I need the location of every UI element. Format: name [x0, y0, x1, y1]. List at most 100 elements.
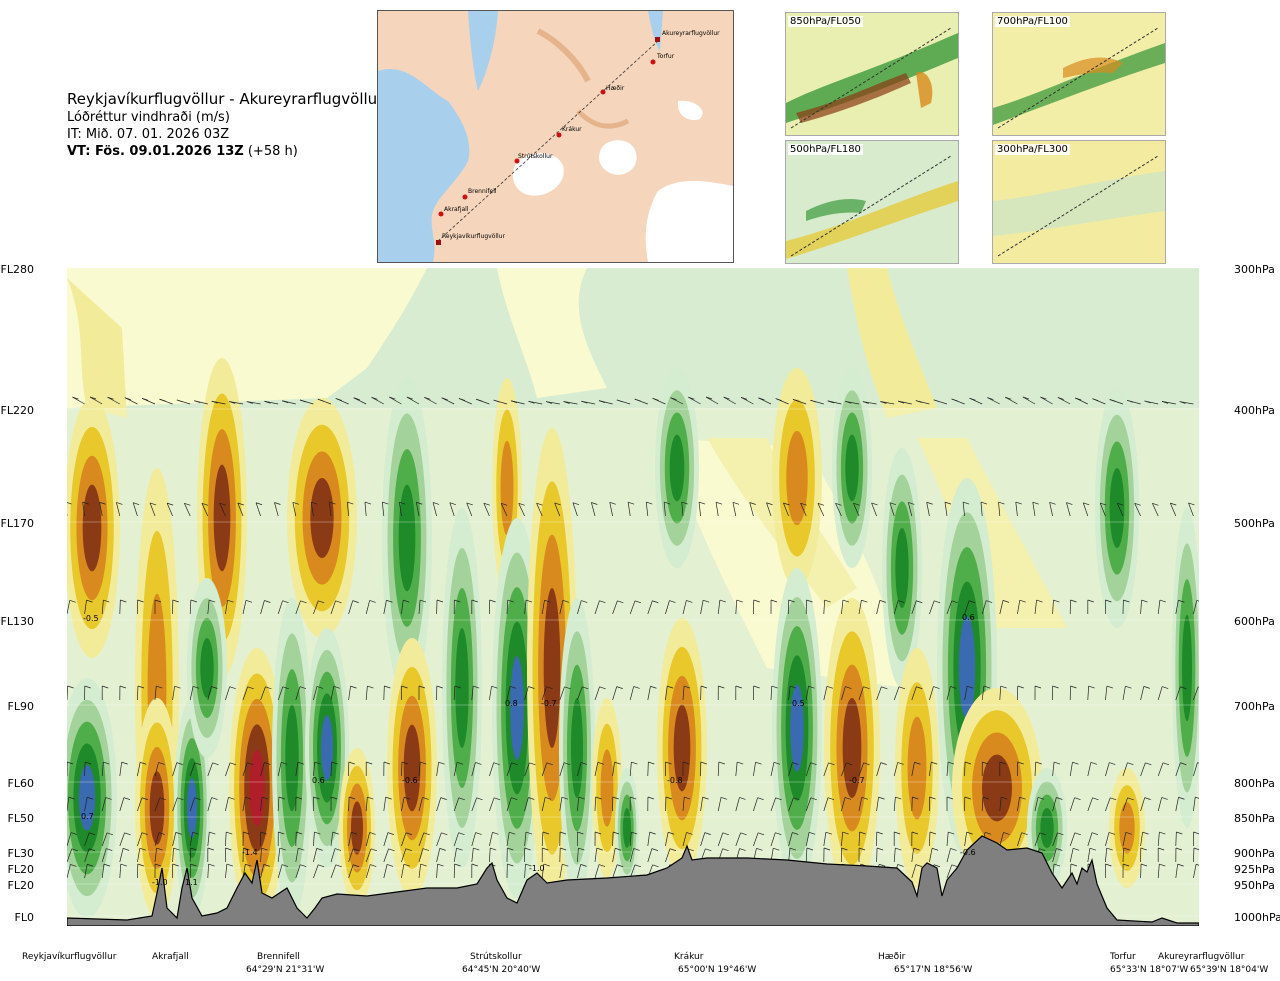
- wind-barb: [735, 797, 740, 812]
- wind-barb: [735, 832, 741, 847]
- wind-barb-feather: [735, 685, 742, 689]
- wind-barb: [500, 503, 508, 517]
- wind-barb-feather: [1105, 599, 1112, 603]
- wind-barb-feather: [669, 848, 677, 852]
- wind-barb-feather: [367, 685, 374, 689]
- wind-barb: [541, 797, 546, 812]
- wind-barb-feather: [194, 400, 201, 404]
- wind-barb: [189, 686, 194, 701]
- wind-barb: [1034, 600, 1037, 615]
- wind-barb: [1140, 832, 1143, 847]
- wind-barb-feather: [665, 761, 672, 765]
- wind-barb-feather: [1179, 401, 1186, 404]
- wind-barb: [225, 797, 229, 812]
- wind-barb-feather: [770, 599, 778, 603]
- wind-barb: [489, 832, 493, 847]
- wind-barb: [418, 797, 423, 812]
- wind-barb-feather: [420, 863, 427, 867]
- wind-barb: [788, 686, 791, 701]
- wind-barb-feather: [1188, 502, 1195, 506]
- wind-barb: [466, 502, 473, 517]
- wind-barb-feather: [208, 863, 215, 867]
- map-marker-torfur: [650, 59, 656, 65]
- wind-barb-feather: [704, 832, 711, 835]
- wind-barb-feather: [314, 761, 321, 765]
- wind-barb-feather: [172, 863, 179, 867]
- wind-barb-feather: [255, 502, 263, 506]
- wind-barb-feather: [120, 863, 127, 867]
- wind-barb-feather: [898, 600, 905, 603]
- wind-barb-feather: [510, 400, 518, 404]
- wind-barb-feather: [124, 397, 132, 401]
- wind-barb: [524, 832, 527, 847]
- wind-barb-feather: [228, 797, 235, 800]
- wind-barb: [907, 502, 913, 517]
- wind-barb-feather: [84, 761, 92, 765]
- wind-barb-feather: [929, 796, 936, 800]
- wind-barb-feather: [1070, 863, 1078, 867]
- wind-barb: [577, 864, 582, 879]
- wind-barb: [1069, 797, 1075, 812]
- wind-barb-feather: [595, 796, 602, 800]
- wind-barb-feather: [944, 501, 952, 505]
- vertical-velocity-field: [57, 268, 1202, 928]
- vv-cell-11: [398, 484, 416, 592]
- site-label-akrafjall: Akrafjall: [152, 952, 189, 962]
- wind-barb: [365, 686, 368, 701]
- vv-cell-28: [907, 716, 927, 820]
- wind-barb-feather: [243, 847, 250, 851]
- fl-label-fl280: FL280: [0, 263, 34, 276]
- wind-barb-feather: [71, 848, 78, 852]
- wind-barb-feather: [525, 831, 533, 835]
- wind-barb-feather: [1000, 685, 1007, 689]
- thumb-500hpa[interactable]: 500hPa/FL180: [785, 140, 959, 264]
- thumb-850hpa[interactable]: 850hPa/FL050: [785, 12, 959, 136]
- wind-barb: [536, 503, 543, 517]
- wind-barb-feather: [1057, 397, 1064, 400]
- value-label: 0.7: [81, 812, 94, 821]
- wind-barb: [101, 600, 104, 615]
- wind-barb-feather: [967, 685, 974, 689]
- thumb-300hpa[interactable]: 300hPa/FL300: [992, 140, 1166, 264]
- wind-barb-feather: [282, 600, 289, 604]
- wind-barb: [647, 686, 651, 701]
- wind-barb: [823, 600, 825, 615]
- wind-barb: [471, 848, 474, 863]
- wind-barb-feather: [103, 599, 110, 603]
- fl-label-fl50: FL50: [7, 812, 34, 825]
- wind-barb: [401, 761, 403, 777]
- wind-barb-feather: [792, 832, 799, 835]
- thumb-700hpa[interactable]: 700hPa/FL100: [992, 12, 1166, 136]
- wind-barb-feather: [684, 796, 691, 800]
- wind-barb: [295, 600, 301, 615]
- wind-barb: [1017, 600, 1021, 615]
- wind-barb: [911, 848, 915, 863]
- wind-barb-feather: [227, 599, 234, 603]
- wind-barb: [207, 762, 213, 777]
- wind-barb: [1105, 832, 1110, 847]
- wind-barb: [911, 864, 917, 879]
- wind-barb-feather: [295, 796, 303, 800]
- wind-barb-feather: [525, 599, 533, 603]
- wind-barb-feather: [300, 864, 307, 868]
- wind-barb-feather: [982, 796, 989, 800]
- wind-barb-feather: [298, 847, 305, 851]
- wind-barb-feather: [1105, 863, 1112, 867]
- wind-barb-feather: [389, 396, 396, 400]
- wind-barb-feather: [1142, 831, 1149, 835]
- wind-barb: [876, 797, 879, 812]
- wind-barb: [295, 848, 299, 863]
- fl-label-fl20b: FL20: [7, 879, 34, 892]
- wind-barb: [1152, 503, 1159, 517]
- wind-barb: [783, 502, 789, 517]
- wind-barb: [805, 797, 812, 812]
- wind-barb-feather: [876, 847, 884, 851]
- wind-barb-feather: [353, 864, 360, 868]
- wind-barb-feather: [562, 600, 570, 603]
- wind-barb: [401, 864, 405, 879]
- wind-barb-feather: [190, 599, 197, 603]
- wind-barb-feather: [332, 831, 339, 835]
- wind-barb-feather: [773, 761, 781, 765]
- hpa-label-400: 400hPa: [1234, 404, 1275, 417]
- wind-barb-feather: [370, 864, 377, 867]
